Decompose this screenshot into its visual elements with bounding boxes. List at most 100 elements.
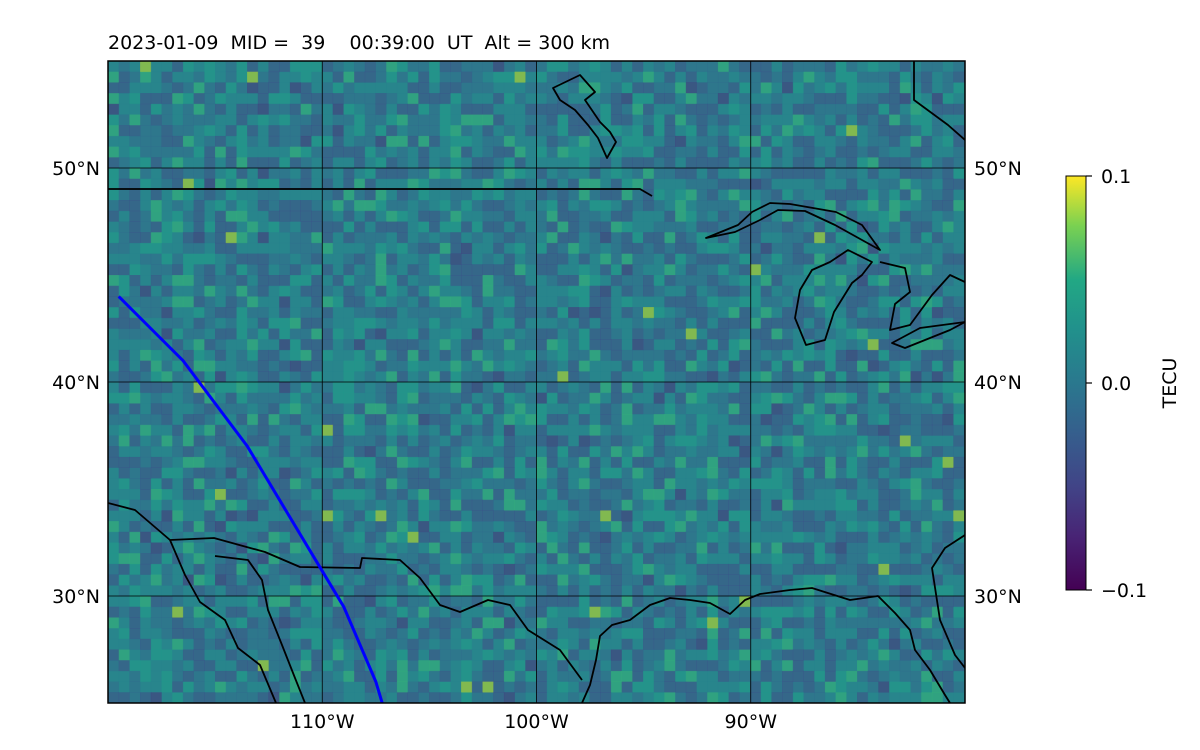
tec-cell xyxy=(685,146,697,158)
tec-cell xyxy=(225,103,237,115)
tec-cell xyxy=(503,200,515,212)
tec-cell xyxy=(835,232,847,244)
tec-cell xyxy=(600,285,612,297)
tec-cell xyxy=(889,285,901,297)
tec-cell xyxy=(429,521,441,533)
tec-cell xyxy=(343,93,355,105)
tec-cell xyxy=(921,628,933,640)
tec-cell xyxy=(193,157,205,169)
tec-cell xyxy=(279,467,291,479)
tec-cell xyxy=(953,542,965,554)
tec-cell xyxy=(108,93,120,105)
tec-cell xyxy=(824,82,836,94)
tec-cell xyxy=(514,82,526,94)
tec-cell xyxy=(771,553,783,565)
tec-cell xyxy=(792,307,804,319)
tec-cell xyxy=(578,521,590,533)
tec-cell xyxy=(503,125,515,137)
tec-cell xyxy=(600,103,612,115)
tec-cell xyxy=(354,596,366,608)
tec-cell xyxy=(536,617,548,629)
tec-cell xyxy=(514,660,526,672)
tec-cell xyxy=(696,499,708,511)
tec-cell xyxy=(332,692,344,703)
tec-cell xyxy=(108,510,120,522)
tec-cell xyxy=(707,510,719,522)
tec-cell xyxy=(225,596,237,608)
tec-cell xyxy=(364,360,376,372)
tec-cell xyxy=(835,178,847,190)
tec-cell xyxy=(375,168,387,180)
tec-cell xyxy=(675,371,687,383)
tec-cell xyxy=(140,285,152,297)
tec-cell xyxy=(257,242,269,254)
tec-cell xyxy=(182,606,194,618)
tec-cell xyxy=(921,349,933,361)
tec-cell xyxy=(503,521,515,533)
tec-cell xyxy=(835,521,847,533)
tec-cell xyxy=(653,317,665,329)
tec-cell xyxy=(696,456,708,468)
tec-cell xyxy=(685,628,697,640)
tec-cell xyxy=(899,660,911,672)
tec-cell xyxy=(193,628,205,640)
tec-cell xyxy=(247,414,259,426)
tec-cell xyxy=(867,563,879,575)
tec-cell xyxy=(953,125,965,137)
tec-cell xyxy=(889,596,901,608)
tec-cell xyxy=(204,114,216,126)
tec-cell xyxy=(354,114,366,126)
tec-cell xyxy=(343,670,355,682)
tec-cell xyxy=(610,371,622,383)
tec-cell xyxy=(161,446,173,458)
tec-cell xyxy=(300,349,312,361)
tec-cell xyxy=(867,489,879,501)
tec-cell xyxy=(471,349,483,361)
tec-cell xyxy=(910,553,922,565)
tec-cell xyxy=(279,285,291,297)
tec-cell xyxy=(343,585,355,597)
tec-cell xyxy=(322,670,334,682)
tec-cell xyxy=(942,670,954,682)
tec-cell xyxy=(921,114,933,126)
tec-cell xyxy=(771,446,783,458)
tec-cell xyxy=(910,200,922,212)
tec-cell xyxy=(172,285,184,297)
tec-cell xyxy=(161,103,173,115)
tec-cell xyxy=(482,531,494,543)
tec-cell xyxy=(375,489,387,501)
tec-cell xyxy=(193,510,205,522)
tec-cell xyxy=(889,456,901,468)
tec-cell xyxy=(450,296,462,308)
tec-cell xyxy=(546,649,558,661)
tec-cell xyxy=(172,328,184,340)
tec-cell xyxy=(503,146,515,158)
tec-cell xyxy=(332,371,344,383)
tec-cell xyxy=(557,542,569,554)
tec-cell xyxy=(675,103,687,115)
tec-cell xyxy=(846,146,858,158)
tec-cell xyxy=(685,456,697,468)
tec-cell xyxy=(514,178,526,190)
tec-cell xyxy=(450,435,462,447)
tec-cell xyxy=(846,617,858,629)
tec-cell xyxy=(610,242,622,254)
tec-cell xyxy=(172,242,184,254)
tec-cell xyxy=(878,296,890,308)
tec-cell xyxy=(471,424,483,436)
tec-cell xyxy=(514,649,526,661)
tec-cell xyxy=(108,264,120,276)
tec-cell xyxy=(193,61,205,73)
tec-cell xyxy=(739,275,751,287)
tec-cell xyxy=(750,178,762,190)
tec-cell xyxy=(610,307,622,319)
tec-cell xyxy=(375,521,387,533)
tec-cell xyxy=(536,446,548,458)
tec-cell xyxy=(546,189,558,201)
tec-cell xyxy=(653,585,665,597)
tec-cell xyxy=(493,349,505,361)
tec-cell xyxy=(429,296,441,308)
tec-cell xyxy=(953,275,965,287)
tec-cell xyxy=(193,242,205,254)
tec-cell xyxy=(546,382,558,394)
